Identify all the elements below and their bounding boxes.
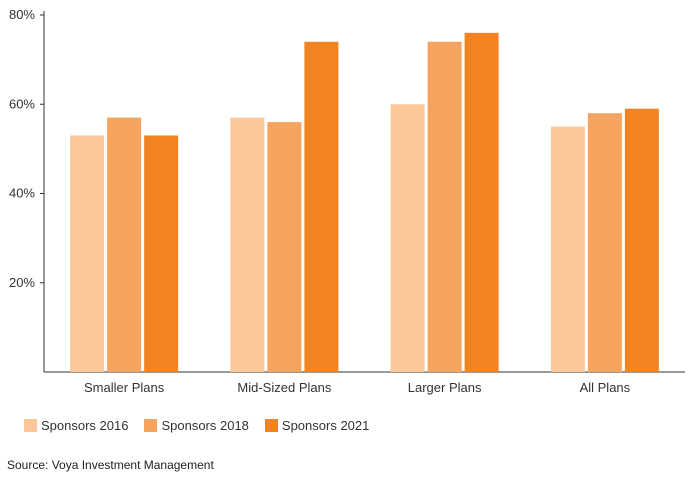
bar-1-1 xyxy=(267,122,302,372)
bar-3-0 xyxy=(550,126,585,372)
legend-item-2018: Sponsors 2018 xyxy=(144,418,249,433)
legend-swatch-2018 xyxy=(144,419,158,432)
bar-chart: 20% 40% 60% 80% Smaller Plans Mid-Sized Plan… xyxy=(9,7,685,395)
x-tick-label: Larger Plans xyxy=(408,380,482,395)
bar-3-2 xyxy=(624,108,659,373)
bar-0-1 xyxy=(107,117,142,372)
bar-0-2 xyxy=(144,135,179,372)
legend-label-2018: Sponsors 2018 xyxy=(161,418,249,433)
bar-3-1 xyxy=(587,113,622,373)
y-tick-label: 40% xyxy=(9,186,35,201)
y-tick-label: 80% xyxy=(9,7,35,22)
legend-swatch-2016 xyxy=(24,419,37,432)
bar-0-0 xyxy=(70,135,105,372)
source-note: Source: Voya Investment Management xyxy=(7,458,214,472)
legend-item-2016: Sponsors 2016 xyxy=(24,418,128,433)
bar-1-2 xyxy=(304,41,339,373)
x-tick-label: Smaller Plans xyxy=(84,380,165,395)
bar-2-1 xyxy=(427,41,462,373)
y-tick-label: 20% xyxy=(9,275,35,290)
y-tick-label: 60% xyxy=(9,96,35,111)
x-tick-label: All Plans xyxy=(580,380,631,395)
legend-label-2021: Sponsors 2021 xyxy=(281,418,370,433)
legend-label-2016: Sponsors 2016 xyxy=(41,418,129,433)
bar-2-0 xyxy=(390,104,425,372)
bars xyxy=(70,32,659,373)
legend-swatch-2021 xyxy=(264,419,278,432)
legend: Sponsors 2016 Sponsors 2018 Sponsors 202… xyxy=(24,418,379,433)
bar-1-0 xyxy=(230,117,265,372)
bar-2-2 xyxy=(464,32,499,372)
legend-item-2021: Sponsors 2021 xyxy=(264,418,370,433)
x-tick-label: Mid-Sized Plans xyxy=(237,380,331,395)
category-labels: Smaller Plans Mid-Sized Plans Larger Plans… xyxy=(84,380,631,395)
